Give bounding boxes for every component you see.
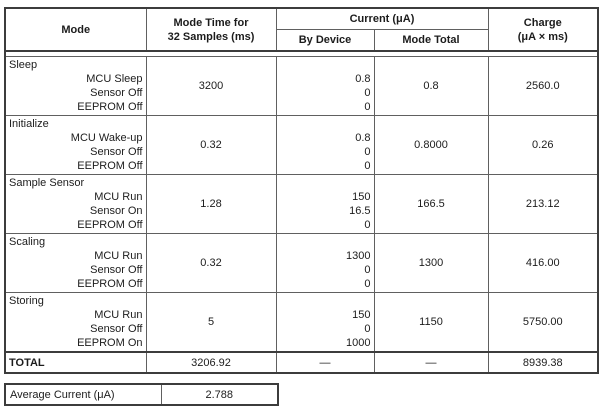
mode-group-label: Initialize	[9, 118, 49, 130]
total-label: TOTAL	[4, 351, 147, 374]
mode-group-label: Scaling	[9, 236, 46, 248]
total-mode-total-dash: —	[373, 351, 489, 374]
charge-value: 416.00	[487, 233, 599, 293]
power-budget-table: Mode Mode Time for 32 Samples (ms) Curre…	[4, 7, 599, 374]
header-by-device: By Device	[275, 29, 375, 52]
by-device-value: 150	[352, 191, 371, 203]
device-label: Sensor Off	[90, 323, 143, 335]
blank-line	[280, 117, 371, 131]
table-row-scaling: Scaling MCU Run Sensor Off EEPROM Off 0.…	[4, 233, 599, 293]
device-label: Sensor Off	[90, 264, 143, 276]
average-current-label: Average Current (μA)	[4, 383, 162, 406]
mode-total-value: 166.5	[373, 174, 489, 234]
header-current-group: Current (μA)	[275, 7, 489, 30]
by-device-cell: 150 0 1000	[275, 292, 375, 353]
mode-cell: Initialize MCU Wake-up Sensor Off EEPROM…	[4, 115, 147, 175]
mode-total-value: 0.8000	[373, 115, 489, 175]
mode-time-value: 0.32	[145, 233, 277, 293]
charge-value: 213.12	[487, 174, 599, 234]
table-header-row-1: Mode Mode Time for 32 Samples (ms) Curre…	[4, 7, 599, 52]
by-device-value: 1300	[346, 250, 371, 262]
by-device-value: 0	[364, 219, 371, 231]
device-label: MCU Run	[94, 250, 143, 262]
device-label: Sensor Off	[90, 87, 143, 99]
table-row-total: TOTAL 3206.92 — — 8939.38	[4, 351, 599, 374]
by-device-value: 0	[364, 278, 371, 290]
table-row-sleep: Sleep MCU Sleep Sensor Off EEPROM Off 32…	[4, 56, 599, 116]
mode-time-value: 5	[145, 292, 277, 353]
mode-cell: Sample Sensor MCU Run Sensor On EEPROM O…	[4, 174, 147, 234]
blank-line	[280, 235, 371, 249]
device-label: MCU Sleep	[86, 73, 143, 85]
by-device-cell: 150 16.5 0	[275, 174, 375, 234]
device-label: EEPROM Off	[77, 278, 143, 290]
header-mode: Mode	[4, 7, 147, 52]
by-device-cell: 1300 0 0	[275, 233, 375, 293]
header-mode-time: Mode Time for 32 Samples (ms)	[145, 7, 277, 52]
average-current-row: Average Current (μA) 2.788	[4, 383, 279, 406]
table-row-sample-sensor: Sample Sensor MCU Run Sensor On EEPROM O…	[4, 174, 599, 234]
by-device-value: 150	[352, 309, 371, 321]
header-mode-time-line2: 32 Samples (ms)	[167, 30, 255, 43]
mode-group-label: Storing	[9, 295, 44, 307]
by-device-value: 0	[364, 87, 371, 99]
mode-total-value: 1150	[373, 292, 489, 353]
by-device-value: 1000	[346, 337, 371, 349]
device-label: MCU Run	[94, 191, 143, 203]
mode-group-label: Sample Sensor	[9, 177, 85, 189]
device-label: MCU Wake-up	[70, 132, 143, 144]
mode-cell: Storing MCU Run Sensor Off EEPROM On	[4, 292, 147, 353]
by-device-value: 0.8	[355, 132, 371, 144]
blank-line	[280, 294, 371, 308]
mode-time-value: 0.32	[145, 115, 277, 175]
header-charge-line2: (μA × ms)	[517, 30, 568, 43]
by-device-cell: 0.8 0 0	[275, 115, 375, 175]
device-label: EEPROM Off	[77, 160, 143, 172]
mode-cell: Sleep MCU Sleep Sensor Off EEPROM Off	[4, 56, 147, 116]
device-label: Sensor Off	[90, 146, 143, 158]
device-label: EEPROM Off	[77, 101, 143, 113]
header-charge-line1: Charge	[523, 16, 562, 29]
by-device-cell: 0.8 0 0	[275, 56, 375, 116]
header-mode-time-line1: Mode Time for	[173, 16, 249, 29]
by-device-value: 0	[364, 264, 371, 276]
blank-line	[280, 58, 371, 72]
header-charge: Charge (μA × ms)	[487, 7, 599, 52]
by-device-value: 0.8	[355, 73, 371, 85]
total-charge-value: 8939.38	[487, 351, 599, 374]
average-current-value: 2.788	[160, 383, 279, 406]
by-device-value: 0	[364, 146, 371, 158]
mode-time-value: 1.28	[145, 174, 277, 234]
mode-total-value: 1300	[373, 233, 489, 293]
charge-value: 0.26	[487, 115, 599, 175]
blank-line	[280, 176, 371, 190]
mode-cell: Scaling MCU Run Sensor Off EEPROM Off	[4, 233, 147, 293]
mode-time-value: 3200	[145, 56, 277, 116]
charge-value: 2560.0	[487, 56, 599, 116]
by-device-value: 16.5	[349, 205, 371, 217]
mode-total-value: 0.8	[373, 56, 489, 116]
table-row-initialize: Initialize MCU Wake-up Sensor Off EEPROM…	[4, 115, 599, 175]
by-device-value: 0	[364, 101, 371, 113]
mode-group-label: Sleep	[9, 59, 38, 71]
device-label: MCU Run	[94, 309, 143, 321]
device-label: Sensor On	[89, 205, 143, 217]
average-current-table: Average Current (μA) 2.788	[4, 383, 279, 406]
by-device-value: 0	[364, 160, 371, 172]
device-label: EEPROM Off	[77, 219, 143, 231]
device-label: EEPROM On	[77, 337, 143, 349]
by-device-value: 0	[364, 323, 371, 335]
table-row-storing: Storing MCU Run Sensor Off EEPROM On 5 1…	[4, 292, 599, 353]
charge-value: 5750.00	[487, 292, 599, 353]
total-by-device-dash: —	[275, 351, 375, 374]
total-time-value: 3206.92	[145, 351, 277, 374]
header-mode-total: Mode Total	[373, 29, 489, 52]
